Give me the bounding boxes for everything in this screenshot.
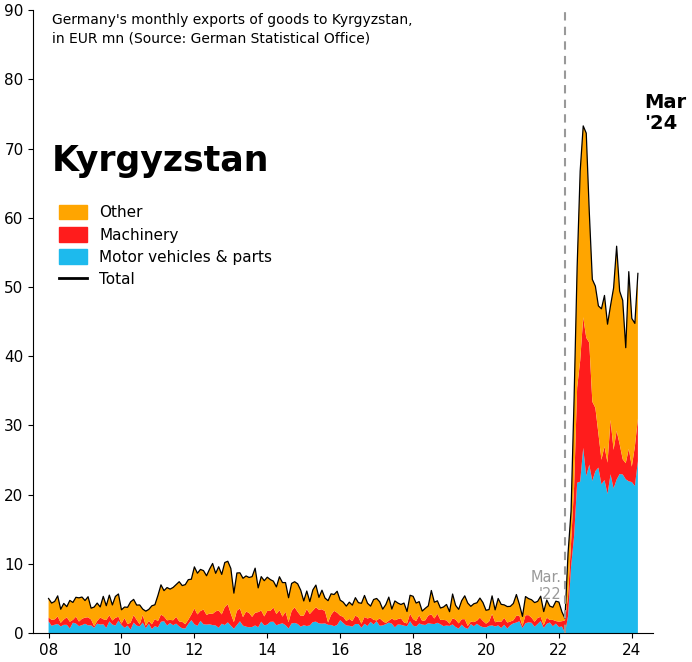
Text: Mar.
'22: Mar. '22: [531, 569, 561, 602]
Text: Kyrgyzstan: Kyrgyzstan: [52, 144, 269, 178]
Text: Germany's monthly exports of goods to Kyrgyzstan,
in EUR mn (Source: German Stat: Germany's monthly exports of goods to Ky…: [52, 13, 412, 45]
Text: Mar
'24: Mar '24: [644, 93, 686, 132]
Legend: Other, Machinery, Motor vehicles & parts, Total: Other, Machinery, Motor vehicles & parts…: [60, 205, 272, 287]
